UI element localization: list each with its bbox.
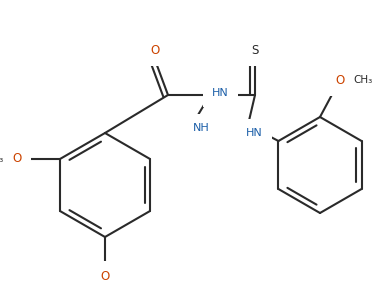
Text: NH: NH [193, 123, 210, 133]
Text: CH₃: CH₃ [0, 154, 3, 164]
Text: O: O [100, 271, 110, 283]
Text: HN: HN [246, 128, 263, 138]
Text: HN: HN [212, 88, 229, 98]
Text: CH₃: CH₃ [353, 75, 372, 85]
Text: O: O [335, 74, 345, 87]
Text: S: S [251, 44, 259, 57]
Text: O: O [12, 153, 22, 166]
Text: O: O [151, 44, 160, 57]
